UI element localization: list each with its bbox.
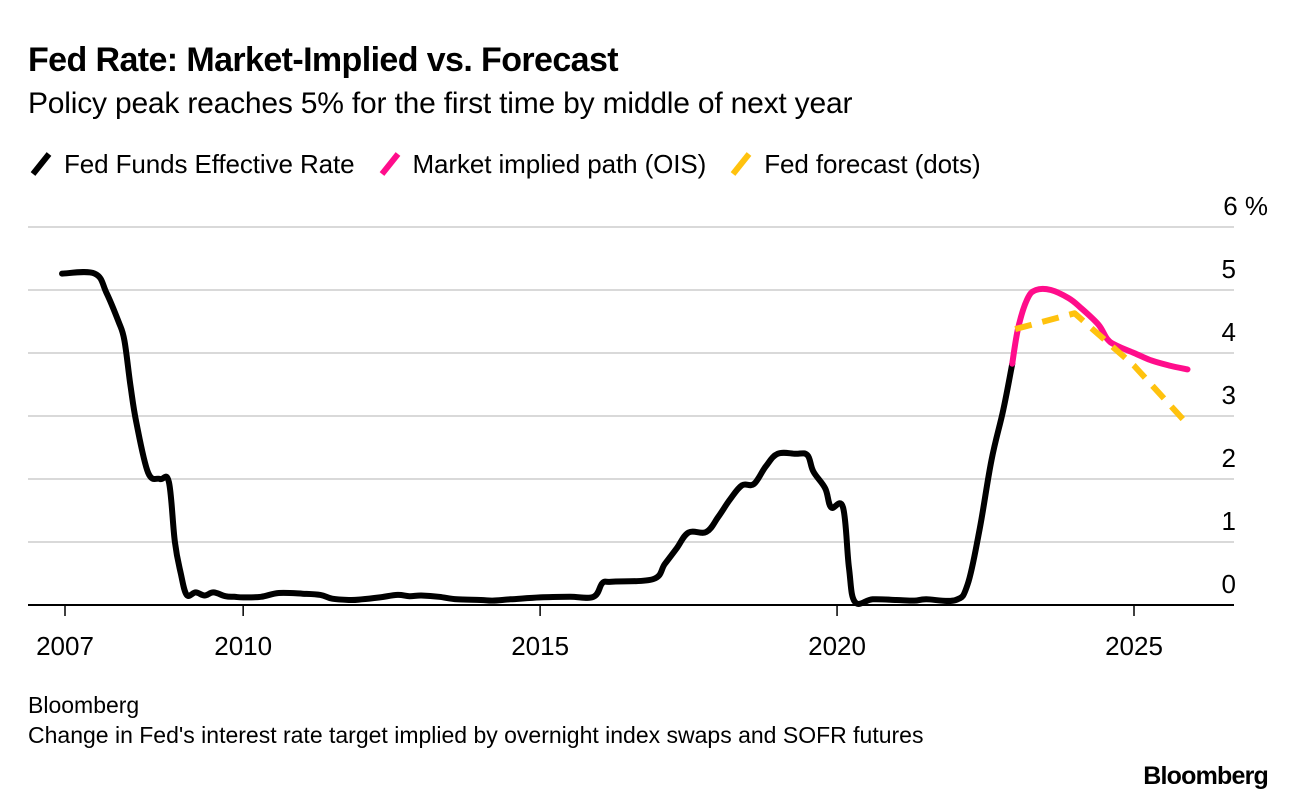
legend-swatch-fed-funds [30,152,52,176]
x-tick-label-2010: 2010 [214,631,272,661]
y-tick-label-2: 2 [1222,443,1236,473]
y-tick-label-5: 5 [1222,254,1236,284]
y-tick-label-6: 6 % [1223,191,1268,221]
y-tick-label-3: 3 [1222,380,1236,410]
gridlines [28,226,1234,543]
y-tick-label-1: 1 [1222,506,1236,536]
x-tick-label-2015: 2015 [511,631,569,661]
x-tick-label-2007: 2007 [36,631,94,661]
bloomberg-logo: Bloomberg [1143,762,1269,790]
legend-item-fed-forecast: Fed forecast (dots) [728,148,981,180]
chart-note: Change in Fed's interest rate target imp… [28,722,924,748]
series-market-implied-line [1009,285,1191,373]
legend-label-fed-funds: Fed Funds Effective Rate [64,148,355,179]
x-tick-label-2020: 2020 [808,631,866,661]
y-tick-label-4: 4 [1222,317,1236,347]
x-axis: 2007 2010 2015 2020 2025 [28,604,1234,661]
source-label: Bloomberg [28,692,140,718]
y-axis-labels: 0 1 2 3 4 5 6 % [1222,191,1268,599]
legend-swatch-market-implied [379,152,400,176]
x-tick-label-2025: 2025 [1105,631,1163,661]
series-lines [59,269,1191,607]
legend-item-fed-funds: Fed Funds Effective Rate [28,149,355,180]
series-fed-funds-line [59,269,1016,607]
legend-label-market-implied: Market implied path (OIS) [412,148,707,179]
chart-subtitle: Policy peak reaches 5% for the first tim… [28,87,853,120]
legend-swatch-fed-forecast [730,152,752,176]
series-fed-forecast-line [1014,310,1190,427]
legend: Fed Funds Effective Rate Market implied … [28,146,1003,182]
y-tick-label-0: 0 [1222,569,1236,599]
chart-title: Fed Rate: Market-Implied vs. Forecast [28,41,619,79]
legend-label-fed-forecast: Fed forecast (dots) [764,148,981,179]
legend-item-market-implied: Market implied path (OIS) [377,148,707,180]
